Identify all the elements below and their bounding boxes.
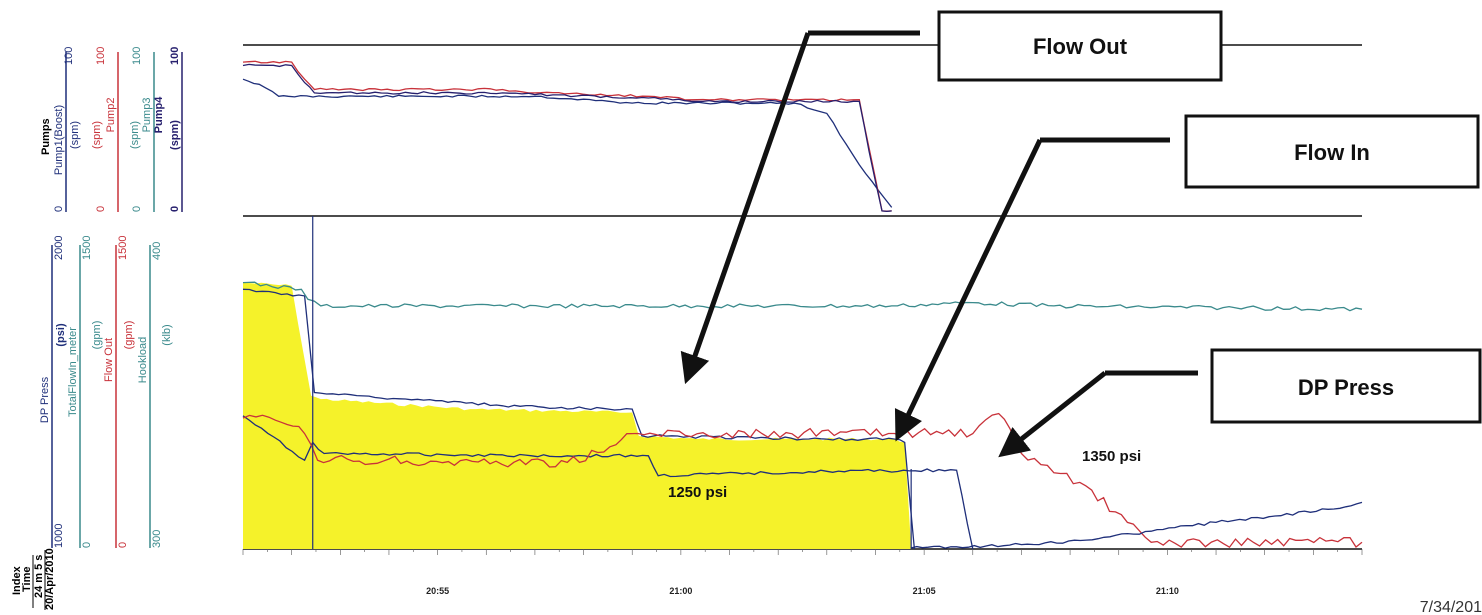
callouts: Flow Out Flow In DP Press 1250 psi 1350 … — [668, 10, 1482, 501]
series-hookload — [242, 281, 1363, 312]
flow-out-box — [937, 10, 1223, 82]
index-title: Index — [11, 565, 23, 595]
hookload-min: 300 — [151, 530, 163, 548]
flowout-min: 0 — [117, 542, 129, 548]
flow-in-arrow — [894, 138, 1043, 442]
pumps-header: Pumps Pump1(Boost) (spm) 0 100 Pump2 (sp… — [40, 47, 183, 212]
series-pump4 — [242, 63, 892, 213]
psi-1250-annotation: 1250 psi — [668, 484, 727, 501]
dp-press-arrow — [998, 371, 1107, 458]
flow-out-label: Flow Out — [1033, 34, 1128, 59]
hookload-max: 400 — [151, 242, 163, 260]
pump3-name: Pump3 — [141, 98, 153, 133]
dp-press-box — [1210, 348, 1482, 424]
flowout-unit: (gpm) — [123, 321, 135, 350]
pump2-unit: (spm) — [91, 121, 103, 149]
series-totalflowin-meter — [242, 415, 974, 550]
pump4-min: 0 — [169, 206, 181, 212]
flowin-name: TotalFlowIn_meter — [67, 327, 79, 417]
pump4-max: 100 — [169, 47, 181, 65]
pump2-min: 0 — [95, 206, 107, 212]
index-span: 24 m 5 s — [33, 555, 45, 598]
series-pump1-boost- — [242, 78, 893, 208]
pump1-name: Pump1(Boost) — [53, 105, 65, 175]
pump2-name: Pump2 — [105, 98, 117, 133]
hookload-unit: (klb) — [161, 324, 173, 345]
pump1-unit: (spm) — [69, 121, 81, 149]
dp-press-max: 2000 — [53, 236, 65, 260]
flow-in-label: Flow In — [1294, 140, 1370, 165]
time-axis: 20:55 21:00 21:05 21:10 — [242, 549, 1363, 596]
pump4-unit: (spm) — [169, 120, 181, 150]
pumps-title: Pumps — [40, 118, 52, 155]
time-tick-label: 21:05 — [913, 586, 936, 596]
pump1-min: 0 — [53, 206, 65, 212]
flowin-min: 0 — [81, 542, 93, 548]
main-header: DP Press (psi) 1000 2000 TotalFlowIn_met… — [39, 236, 173, 548]
dp-press-callout-label: DP Press — [1298, 375, 1394, 400]
series-dp-press-line — [242, 288, 916, 550]
pump3-unit: (spm) — [129, 121, 141, 149]
psi-1350-annotation: 1350 psi — [1082, 448, 1141, 465]
flowin-max: 1500 — [81, 236, 93, 260]
flowout-name: Flow Out — [103, 338, 115, 382]
pump3-max: 100 — [131, 47, 143, 65]
series-pump2 — [242, 60, 892, 212]
series-post-shutdown-rise — [911, 501, 1363, 549]
flow-out-arrow — [680, 32, 811, 385]
pump1-max: 100 — [63, 47, 75, 65]
time-tick-label: 21:00 — [669, 586, 692, 596]
dp-press-min: 1000 — [53, 524, 65, 548]
pump4-name: Pump4 — [153, 96, 165, 134]
index-header: Index Time 24 m 5 s 20/Apr/2010 — [11, 548, 56, 610]
pump3-min: 0 — [131, 206, 143, 212]
time-tick-label: 20:55 — [426, 586, 449, 596]
hookload-name: Hookload — [137, 337, 149, 383]
time-tick-label: 21:10 — [1156, 586, 1179, 596]
header-panel: Pumps Pump1(Boost) (spm) 0 100 Pump2 (sp… — [11, 47, 183, 610]
index-time-label: Time — [21, 567, 33, 592]
page-number: 7/34/201 — [1420, 599, 1482, 615]
plot-layer — [242, 60, 1363, 550]
pump2-max: 100 — [95, 47, 107, 65]
dp-press-name: DP Press — [39, 376, 51, 423]
flowin-unit: (gpm) — [91, 321, 103, 350]
flowout-max: 1500 — [117, 236, 129, 260]
index-date: 20/Apr/2010 — [44, 548, 56, 610]
series-flow-out — [242, 412, 1363, 549]
dp-press-unit: (psi) — [55, 323, 67, 347]
flow-in-box — [1184, 114, 1480, 189]
dp-press-fill — [243, 282, 915, 549]
